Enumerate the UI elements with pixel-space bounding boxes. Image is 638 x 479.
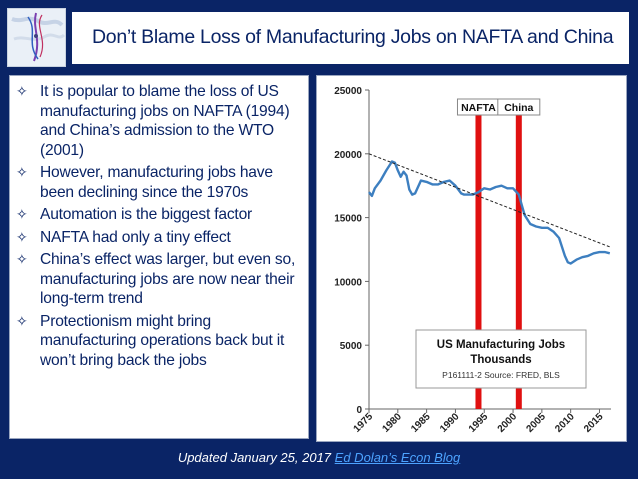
y-tick-label: 0 <box>356 405 362 416</box>
chart-source: P161111-2 Source: FRED, BLS <box>442 370 560 380</box>
trend-line <box>368 153 610 248</box>
footer: Updated January 25, 2017 Ed Dolan’s Econ… <box>0 450 638 465</box>
series-line <box>368 160 611 265</box>
title-bar: Don’t Blame Loss of Manufacturing Jobs o… <box>72 12 629 68</box>
logo <box>7 8 66 67</box>
bullet-item: ✧ China’s effect was larger, but even so,… <box>16 250 304 309</box>
bullet-text: However, manufacturing jobs have been de… <box>40 164 273 201</box>
page-title: Don’t Blame Loss of Manufacturing Jobs o… <box>92 26 614 48</box>
y-tick-label: 20000 <box>334 150 362 161</box>
bullet-item: ✧ Protectionism might bring manufacturing… <box>16 312 304 371</box>
bullet-text: Protectionism might bring manufacturing … <box>40 312 285 369</box>
bullet-item: ✧ It is popular to blame the loss of US m… <box>16 82 304 160</box>
chart-caption-box <box>415 329 587 389</box>
blog-link[interactable]: Ed Dolan’s Econ Blog <box>334 450 461 465</box>
bullet-text: It is popular to blame the loss of US ma… <box>40 83 290 159</box>
sparkle-icon: ✧ <box>16 164 28 180</box>
event-bar <box>475 109 482 409</box>
event-label: China <box>504 102 533 114</box>
chart-title: US Manufacturing Jobs <box>437 339 565 351</box>
sparkle-icon: ✧ <box>16 206 28 222</box>
bullet-item: ✧ NAFTA had only a tiny effect <box>16 228 304 248</box>
satellite-map-icon <box>8 9 66 66</box>
x-tick-label: 1990 <box>438 411 462 435</box>
x-tick-label: 2005 <box>524 411 548 435</box>
footer-text: Updated January 25, 2017 <box>177 450 332 465</box>
x-tick-label: 1975 <box>352 411 376 435</box>
chart-subtitle: Thousands <box>470 354 531 366</box>
sparkle-icon: ✧ <box>16 312 28 329</box>
event-label: NAFTA <box>461 102 496 114</box>
sparkle-icon: ✧ <box>16 228 28 245</box>
x-tick-label: 1995 <box>467 411 491 435</box>
x-tick-label: 2000 <box>496 411 520 435</box>
sparkle-icon: ✧ <box>16 83 28 99</box>
y-tick-label: 15000 <box>334 214 362 225</box>
y-tick-label: 25000 <box>334 86 362 97</box>
sparkle-icon: ✧ <box>16 251 28 267</box>
x-tick-label: 2015 <box>582 411 606 435</box>
bullet-item: ✧ Automation is the biggest factor <box>16 205 304 225</box>
x-tick-label: 1980 <box>380 411 404 435</box>
event-bar <box>515 109 522 409</box>
bullet-list-panel: ✧ It is popular to blame the loss of US m… <box>9 75 309 439</box>
bullet-item: ✧ However, manufacturing jobs have been d… <box>16 163 304 202</box>
bullet-text: China’s effect was larger, but even so, … <box>40 251 296 307</box>
y-tick-label: 5000 <box>340 341 363 352</box>
bullet-list: ✧ It is popular to blame the loss of US m… <box>10 76 308 370</box>
event-label-box <box>497 98 541 116</box>
x-tick-label: 1985 <box>409 411 433 435</box>
chart-panel: 0 5000 10000 15000 20000 25000 1975 1980 1985 199… <box>316 75 627 442</box>
x-tick-label: 2010 <box>553 411 577 435</box>
bullet-text: Automation is the biggest factor <box>40 206 253 223</box>
bullet-text: NAFTA had only a tiny effect <box>40 228 231 246</box>
y-tick-label: 10000 <box>334 277 362 288</box>
